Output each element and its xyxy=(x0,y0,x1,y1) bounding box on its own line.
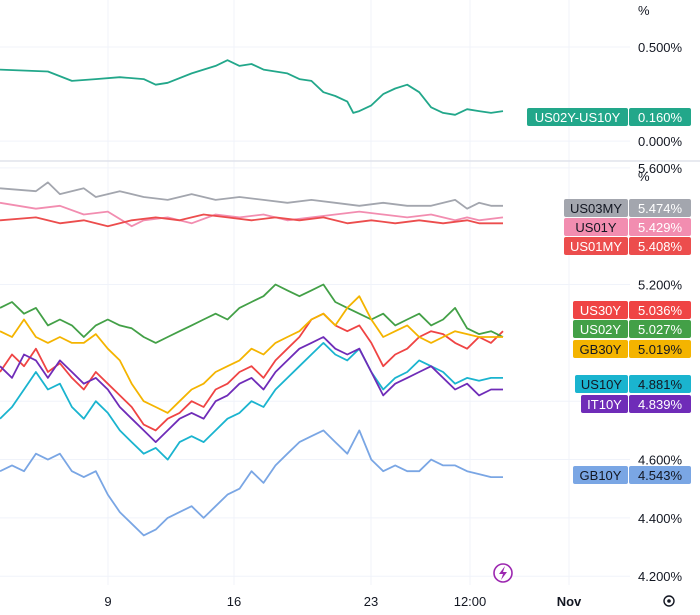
price-label-us30y[interactable]: US30Y 5.036% xyxy=(573,301,691,319)
series-line-us02y xyxy=(0,283,504,344)
series-last-value-label: 5.474% xyxy=(638,201,683,216)
series-name-label: US10Y xyxy=(581,377,623,392)
series-last-value-label: 0.160% xyxy=(638,110,683,125)
price-label-name-box xyxy=(573,301,628,319)
series-line-us10y xyxy=(0,342,503,461)
price-label-name-box xyxy=(573,466,628,484)
price-label-value-box xyxy=(629,320,691,338)
price-label-name-box xyxy=(527,108,628,126)
gear-icon[interactable] xyxy=(663,595,675,607)
price-labels: US02Y-US10Y 0.160% US03MY 5.474% US01Y 5.429%… xyxy=(527,108,691,484)
y-tick-label: 4.400% xyxy=(638,511,683,526)
series-name-label: IT10Y xyxy=(587,397,622,412)
price-label-value-box xyxy=(629,108,691,126)
y-tick-label: 5.200% xyxy=(638,278,683,293)
lightning-bolt-shape xyxy=(499,566,507,580)
x-tick-label: 23 xyxy=(364,594,378,609)
price-label-us03my[interactable]: US03MY 5.474% xyxy=(564,199,691,217)
y-tick-label: 5.600% xyxy=(638,161,683,176)
series-name-label: US02Y-US10Y xyxy=(535,110,621,125)
series-last-value-label: 4.881% xyxy=(638,377,683,392)
series-last-value-label: 5.429% xyxy=(638,220,683,235)
price-label-name-box xyxy=(564,237,628,255)
price-label-us02y-us10y[interactable]: US02Y-US10Y 0.160% xyxy=(527,108,691,126)
indicator[interactable] xyxy=(493,563,675,607)
series-line-gb30y xyxy=(0,295,503,414)
x-tick-label: 9 xyxy=(104,594,111,609)
price-label-value-box xyxy=(629,218,691,236)
price-label-value-box xyxy=(629,199,691,217)
price-label-us10y[interactable]: US10Y 4.881% xyxy=(575,375,691,393)
price-label-name-box xyxy=(573,320,628,338)
price-label-value-box xyxy=(629,340,691,358)
price-label-name-box xyxy=(564,218,628,236)
price-label-gb10y[interactable]: GB10Y 4.543% xyxy=(573,466,691,484)
series-name-label: US30Y xyxy=(580,303,622,318)
series-lines xyxy=(0,59,504,537)
x-tick-label: 16 xyxy=(227,594,241,609)
series-last-value-label: 5.019% xyxy=(638,342,683,357)
series-line-us01y xyxy=(0,201,504,228)
series-name-label: US02Y xyxy=(580,322,622,337)
price-label-value-box xyxy=(629,237,691,255)
price-label-name-box xyxy=(573,340,628,358)
series-line-us30y xyxy=(0,312,504,432)
gear-outer xyxy=(663,595,675,607)
series-last-value-label: 4.839% xyxy=(638,397,683,412)
price-label-gb30y[interactable]: GB30Y 5.019% xyxy=(573,340,691,358)
y-tick-label: 4.200% xyxy=(638,569,683,584)
y-tick-label: 4.600% xyxy=(638,453,683,468)
series-name-label: US03MY xyxy=(570,201,622,216)
x-tick-label: 12:00 xyxy=(454,594,487,609)
series-line-us03my xyxy=(0,181,503,210)
price-label-us01my[interactable]: US01MY 5.408% xyxy=(564,237,691,255)
price-label-value-box xyxy=(629,301,691,319)
price-label-value-box xyxy=(629,395,691,413)
price-label-it10y[interactable]: IT10Y 4.839% xyxy=(581,395,691,413)
series-line-gb10y xyxy=(0,429,503,537)
series-last-value-label: 5.036% xyxy=(638,303,683,318)
series-name-label: GB10Y xyxy=(580,468,622,483)
series-line-us02y-us10y xyxy=(0,59,504,116)
y-axis[interactable]: %0.500%0.000%%5.600%5.200%4.800%4.600%4.… xyxy=(638,3,683,584)
price-label-name-box xyxy=(575,375,628,393)
lightning-bolt-icon[interactable] xyxy=(493,563,513,583)
price-label-us02y[interactable]: US02Y 5.027% xyxy=(573,320,691,338)
series-last-value-label: 5.027% xyxy=(638,322,683,337)
series-line-it10y xyxy=(0,336,503,443)
y-tick-label: 0.000% xyxy=(638,134,683,149)
series-line-us01my xyxy=(0,213,503,228)
series-last-value-label: 5.408% xyxy=(638,239,683,254)
price-label-us01y[interactable]: US01Y 5.429% xyxy=(564,218,691,236)
grid xyxy=(0,0,630,585)
x-tick-label: Nov xyxy=(557,594,582,609)
series-name-label: GB30Y xyxy=(580,342,622,357)
gear-center xyxy=(667,599,671,603)
series-name-label: US01Y xyxy=(575,220,617,235)
x-axis[interactable]: 9 16 23 12:00 Nov xyxy=(104,594,582,609)
price-label-name-box xyxy=(581,395,628,413)
price-label-value-box xyxy=(629,375,691,393)
y-axis-unit-label: % xyxy=(638,169,650,184)
series-name-label: US01MY xyxy=(570,239,622,254)
price-label-name-box xyxy=(564,199,628,217)
price-label-value-box xyxy=(629,466,691,484)
y-axis-unit-label: % xyxy=(638,3,650,18)
series-last-value-label: 4.543% xyxy=(638,468,683,483)
y-tick-label: 0.500% xyxy=(638,40,683,55)
